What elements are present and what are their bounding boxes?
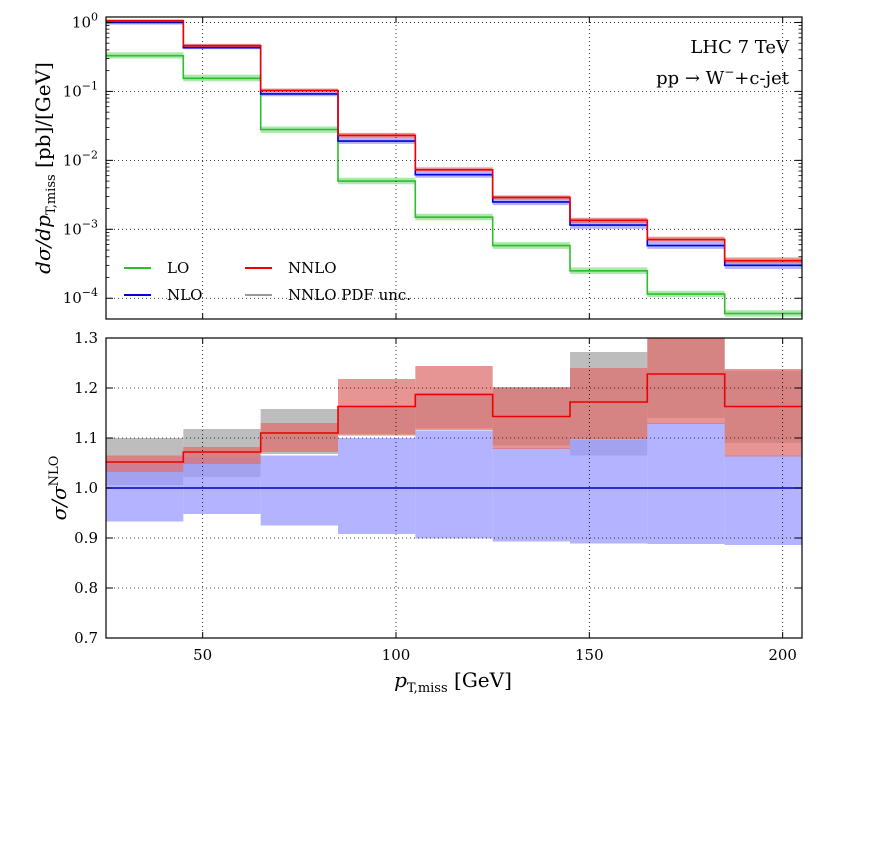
ratio-nlo-band-bin-4 xyxy=(415,430,493,539)
ratio-y-tick-label-3: 1.0 xyxy=(74,479,98,497)
top-y-tick-label-0: 100 xyxy=(72,10,98,31)
ratio-nlo-band-bin-1 xyxy=(183,457,261,514)
legend: LO NLO NNLO NNLO PDF unc. xyxy=(124,259,411,304)
top-nnlo-line xyxy=(106,19,802,262)
top-y-tick-label-base-4: 10 xyxy=(63,289,82,307)
top-y-axis-title-suffix: [pb]/[GeV] xyxy=(31,62,55,174)
top-y-tick-label-2: 10−2 xyxy=(63,148,98,169)
top-y-tick-label-exp-2: −2 xyxy=(82,148,98,161)
x-axis-title-sub: T,miss xyxy=(407,681,448,696)
top-plot-area xyxy=(106,19,802,317)
legend-label-pdf: NNLO PDF unc. xyxy=(288,286,411,304)
ratio-nnlo-band-bin-2 xyxy=(260,423,338,452)
legend-label-nnlo: NNLO xyxy=(288,259,337,277)
ratio-y-axis-title-main: σ/σ xyxy=(47,485,71,520)
ratio-nlo-band-bin-3 xyxy=(338,438,416,534)
x-tick-label-3: 200 xyxy=(768,646,797,664)
ratio-nnlo-band-bin-8 xyxy=(724,369,802,457)
ratio-plot-area xyxy=(106,338,802,545)
energy-annotation: LHC 7 TeV xyxy=(690,37,790,58)
top-y-tick-label-4: 10−4 xyxy=(63,286,98,307)
process-prefix: pp → W xyxy=(656,68,725,89)
top-y-tick-label-exp-0: 0 xyxy=(91,10,98,23)
top-nlo-line xyxy=(106,21,802,267)
ratio-y-tick-label-0: 0.7 xyxy=(74,629,98,647)
top-y-axis-title: dσ/dpT,miss [pb]/[GeV] xyxy=(31,62,59,274)
ratio-y-axis-title-sup: NLO xyxy=(47,456,62,487)
top-y-tick-label-base-2: 10 xyxy=(63,151,82,169)
ratio-nlo-band-bin-8 xyxy=(724,455,802,545)
ratio-nnlo-band-bin-1 xyxy=(183,447,261,464)
ratio-y-axis-title: σ/σNLO xyxy=(47,456,71,521)
top-y-tick-label-exp-4: −4 xyxy=(82,286,98,299)
top-y-tick-label-1: 10−1 xyxy=(63,79,98,100)
top-y-tick-label-base-3: 10 xyxy=(63,220,82,238)
top-frame xyxy=(105,16,803,320)
top-y-axis-title-sub: T,miss xyxy=(44,174,59,215)
process-sup: − xyxy=(724,65,734,79)
ratio-nnlo-line xyxy=(106,373,802,463)
ratio-y-tick-label-5: 1.2 xyxy=(74,379,98,397)
x-axis-title: pT,miss [GeV] xyxy=(394,668,512,696)
top-y-tick-label-3: 10−3 xyxy=(63,217,98,238)
legend-label-nlo: NLO xyxy=(167,286,202,304)
top-lo-line xyxy=(106,54,802,315)
ratio-nlo-band-bin-5 xyxy=(492,448,570,542)
ratio-nlo-band-bin-7 xyxy=(647,423,725,544)
ratio-y-tick-label-1: 0.8 xyxy=(74,579,98,597)
process-annotation: pp → W−+c-jet xyxy=(656,65,790,89)
ratio-panel: 0.7 0.8 0.9 1.0 1.1 1.2 1.3 50 100 150 200 xyxy=(74,329,803,664)
ratio-nnlo-band-bin-6 xyxy=(570,368,648,439)
legend-label-lo: LO xyxy=(167,259,189,277)
top-y-axis-title-main: dσ/dp xyxy=(31,215,55,274)
ratio-nnlo-band-bin-5 xyxy=(492,387,570,449)
ratio-nlo-band-bin-2 xyxy=(260,455,338,526)
ratio-y-tick-label-4: 1.1 xyxy=(74,429,98,447)
ratio-nnlo-band-bin-0 xyxy=(106,455,184,472)
x-tick-label-1: 100 xyxy=(382,646,411,664)
top-y-tick-label-exp-1: −1 xyxy=(82,79,98,92)
x-axis-title-suffix: [GeV] xyxy=(448,668,512,692)
x-tick-label-0: 50 xyxy=(193,646,212,664)
top-y-tick-label-exp-3: −3 xyxy=(82,217,98,230)
ratio-y-tick-label-6: 1.3 xyxy=(74,329,98,347)
ratio-nnlo-band-bin-4 xyxy=(415,366,493,430)
process-suffix: +c-jet xyxy=(734,68,789,89)
top-y-tick-label-base-1: 10 xyxy=(63,82,82,100)
ratio-nnlo-band-bin-7 xyxy=(647,338,725,424)
x-tick-label-2: 150 xyxy=(575,646,604,664)
ratio-nlo-band-bin-6 xyxy=(570,439,648,544)
ratio-frame xyxy=(105,337,803,639)
x-axis-title-main: p xyxy=(394,668,407,692)
ratio-y-tick-label-2: 0.9 xyxy=(74,529,98,547)
top-y-tick-label-base-0: 10 xyxy=(72,13,91,31)
